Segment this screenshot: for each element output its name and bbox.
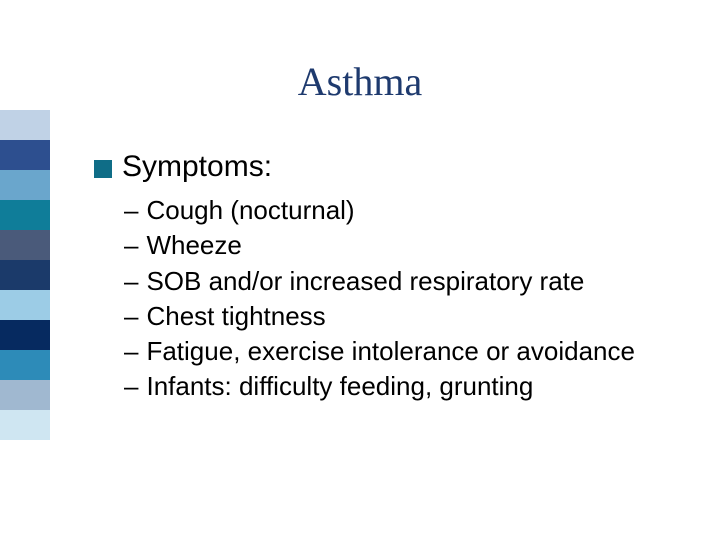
dash-bullet: – [124, 370, 138, 403]
square-bullet-icon [94, 160, 112, 178]
list-item-text: SOB and/or increased respiratory rate [146, 265, 584, 298]
sidebar-block [0, 230, 50, 260]
sidebar-block [0, 290, 50, 320]
list-item: –SOB and/or increased respiratory rate [124, 265, 684, 298]
sidebar-block [0, 200, 50, 230]
heading-row: Symptoms: [94, 150, 684, 184]
sidebar-block [0, 380, 50, 410]
slide-content: Symptoms: –Cough (nocturnal)–Wheeze–SOB … [94, 150, 684, 406]
dash-bullet: – [124, 300, 138, 333]
list-item-text: Cough (nocturnal) [146, 194, 354, 227]
list-item-text: Infants: difficulty feeding, grunting [146, 370, 533, 403]
sidebar-block [0, 170, 50, 200]
list-item: –Chest tightness [124, 300, 684, 333]
symptom-list: –Cough (nocturnal)–Wheeze–SOB and/or inc… [124, 194, 684, 404]
sidebar-accent [0, 110, 50, 440]
sidebar-block [0, 410, 50, 440]
list-item-text: Chest tightness [146, 300, 325, 333]
list-item-text: Wheeze [146, 229, 241, 262]
heading-text: Symptoms: [122, 150, 272, 184]
dash-bullet: – [124, 194, 138, 227]
dash-bullet: – [124, 265, 138, 298]
dash-bullet: – [124, 335, 138, 368]
list-item: –Wheeze [124, 229, 684, 262]
sidebar-block [0, 350, 50, 380]
list-item-text: Fatigue, exercise intolerance or avoidan… [146, 335, 635, 368]
sidebar-block [0, 320, 50, 350]
sidebar-block [0, 260, 50, 290]
list-item: –Cough (nocturnal) [124, 194, 684, 227]
list-item: –Fatigue, exercise intolerance or avoida… [124, 335, 684, 368]
sidebar-block [0, 110, 50, 140]
sidebar-block [0, 140, 50, 170]
list-item: –Infants: difficulty feeding, grunting [124, 370, 684, 403]
dash-bullet: – [124, 229, 138, 262]
slide-title: Asthma [0, 58, 720, 105]
